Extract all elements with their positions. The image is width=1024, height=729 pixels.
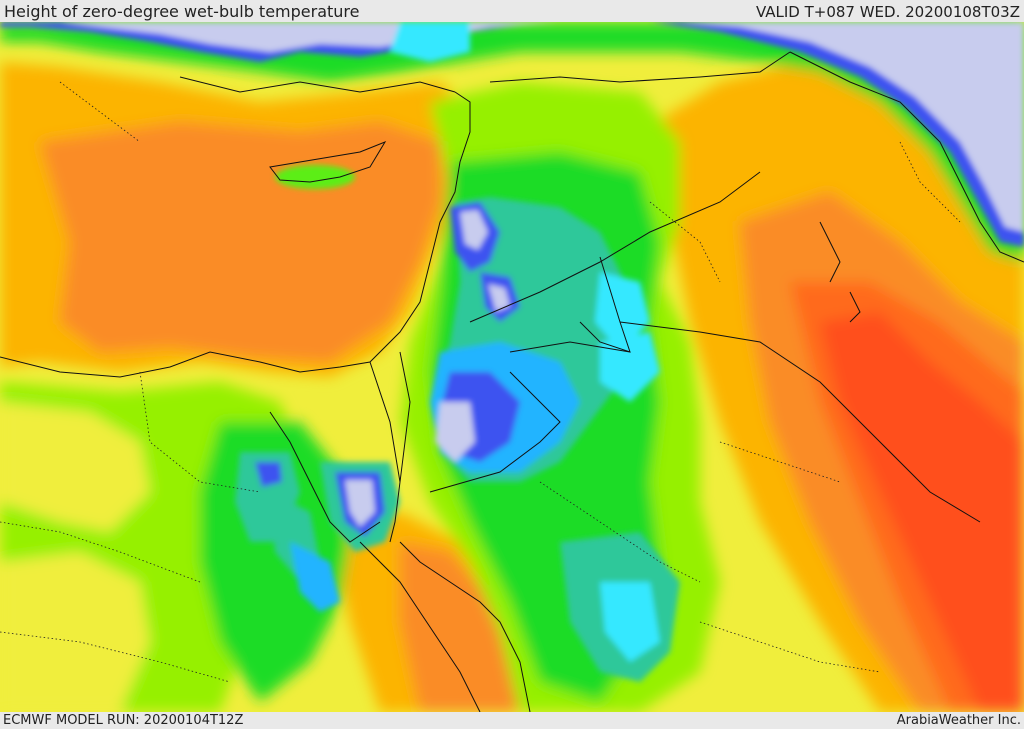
map-title: Height of zero-degree wet-bulb temperatu… bbox=[4, 2, 360, 21]
political-borders bbox=[369, 171, 981, 523]
model-run: ECMWF MODEL RUN: 20200104T12Z bbox=[3, 713, 244, 728]
coastlines bbox=[0, 51, 1024, 712]
footer-bar: ECMWF MODEL RUN: 20200104T12Z ArabiaWeat… bbox=[0, 712, 1024, 729]
dotted-boundaries bbox=[0, 81, 961, 683]
map-canvas bbox=[0, 22, 1024, 712]
credit: ArabiaWeather Inc. bbox=[896, 713, 1021, 728]
valid-time: VALID T+087 WED. 20200108T03Z bbox=[755, 3, 1020, 21]
header-bar: Height of zero-degree wet-bulb temperatu… bbox=[0, 0, 1024, 22]
wet-bulb-zero-map bbox=[0, 22, 1024, 712]
